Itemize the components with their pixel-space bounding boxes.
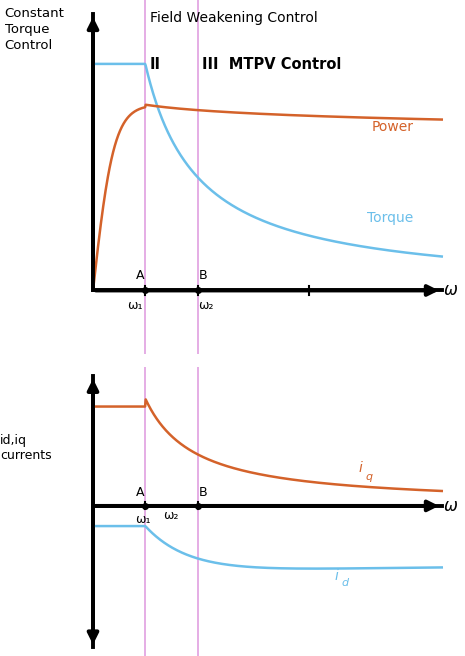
Text: q: q (365, 472, 372, 482)
Text: ω: ω (444, 497, 458, 515)
Text: id,iq
currents: id,iq currents (0, 434, 52, 462)
Text: Constant
Torque
Control: Constant Torque Control (5, 7, 65, 52)
Text: Field Weakening Control: Field Weakening Control (150, 10, 318, 25)
Text: ω₁: ω₁ (135, 513, 151, 526)
Text: B: B (199, 485, 208, 499)
Text: d: d (342, 579, 349, 588)
Text: i: i (335, 569, 339, 583)
Text: Power: Power (372, 120, 414, 134)
Text: ω₂: ω₂ (164, 509, 179, 522)
Text: A: A (135, 485, 144, 499)
Text: II: II (150, 56, 161, 72)
Text: III  MTPV Control: III MTPV Control (202, 56, 342, 72)
Text: A: A (135, 268, 144, 281)
Text: ω₂: ω₂ (199, 299, 214, 312)
Text: ω: ω (444, 281, 458, 300)
Text: Torque: Torque (367, 211, 413, 225)
Text: B: B (199, 268, 208, 281)
Text: ω₁: ω₁ (127, 299, 143, 312)
Text: i: i (358, 462, 362, 476)
